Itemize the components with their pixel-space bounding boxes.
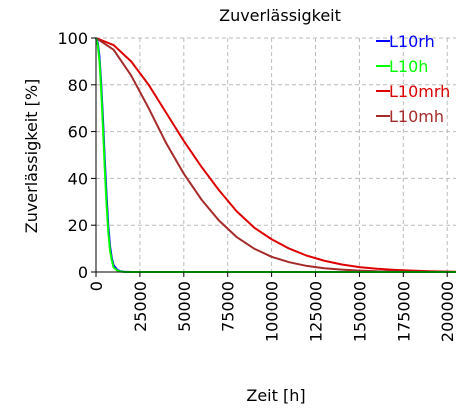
y-tick-label: 20 <box>68 216 88 235</box>
x-tick-label: 150000 <box>350 281 369 342</box>
x-tick-label: 75000 <box>219 281 238 332</box>
series-line-l10mrh <box>95 37 457 273</box>
series-lines <box>95 37 457 273</box>
legend: L10rh L10h L10mrh L10mh <box>376 32 450 126</box>
y-tick-label: 0 <box>78 263 88 282</box>
y-tick-label: 40 <box>68 169 88 188</box>
y-tick-label: 80 <box>68 76 88 95</box>
x-tick-label: 200000 <box>438 281 457 342</box>
legend-label: L10mh <box>389 107 444 126</box>
x-tick-label: 125000 <box>307 281 326 342</box>
legend-label: L10mrh <box>389 82 450 101</box>
chart-title: Zuverlässigkeit <box>219 6 341 25</box>
x-tick-label: 25000 <box>131 281 150 332</box>
x-tick-label: 50000 <box>175 281 194 332</box>
x-tick-label: 175000 <box>394 281 413 342</box>
axes <box>91 37 456 277</box>
y-tick-label: 60 <box>68 123 88 142</box>
legend-label: L10h <box>389 57 428 76</box>
x-axis-label: Zeit [h] <box>246 386 305 405</box>
legend-label: L10rh <box>389 32 435 51</box>
tick-labels: 0 25000 50000 75000 100000 125000 150000 175000… <box>57 29 457 342</box>
y-tick-label: 100 <box>57 29 88 48</box>
x-tick-label: 0 <box>87 281 106 291</box>
grid-lines <box>96 37 456 272</box>
y-axis-label: Zuverlässigkeit [%] <box>22 79 41 234</box>
x-tick-label: 100000 <box>263 281 282 342</box>
